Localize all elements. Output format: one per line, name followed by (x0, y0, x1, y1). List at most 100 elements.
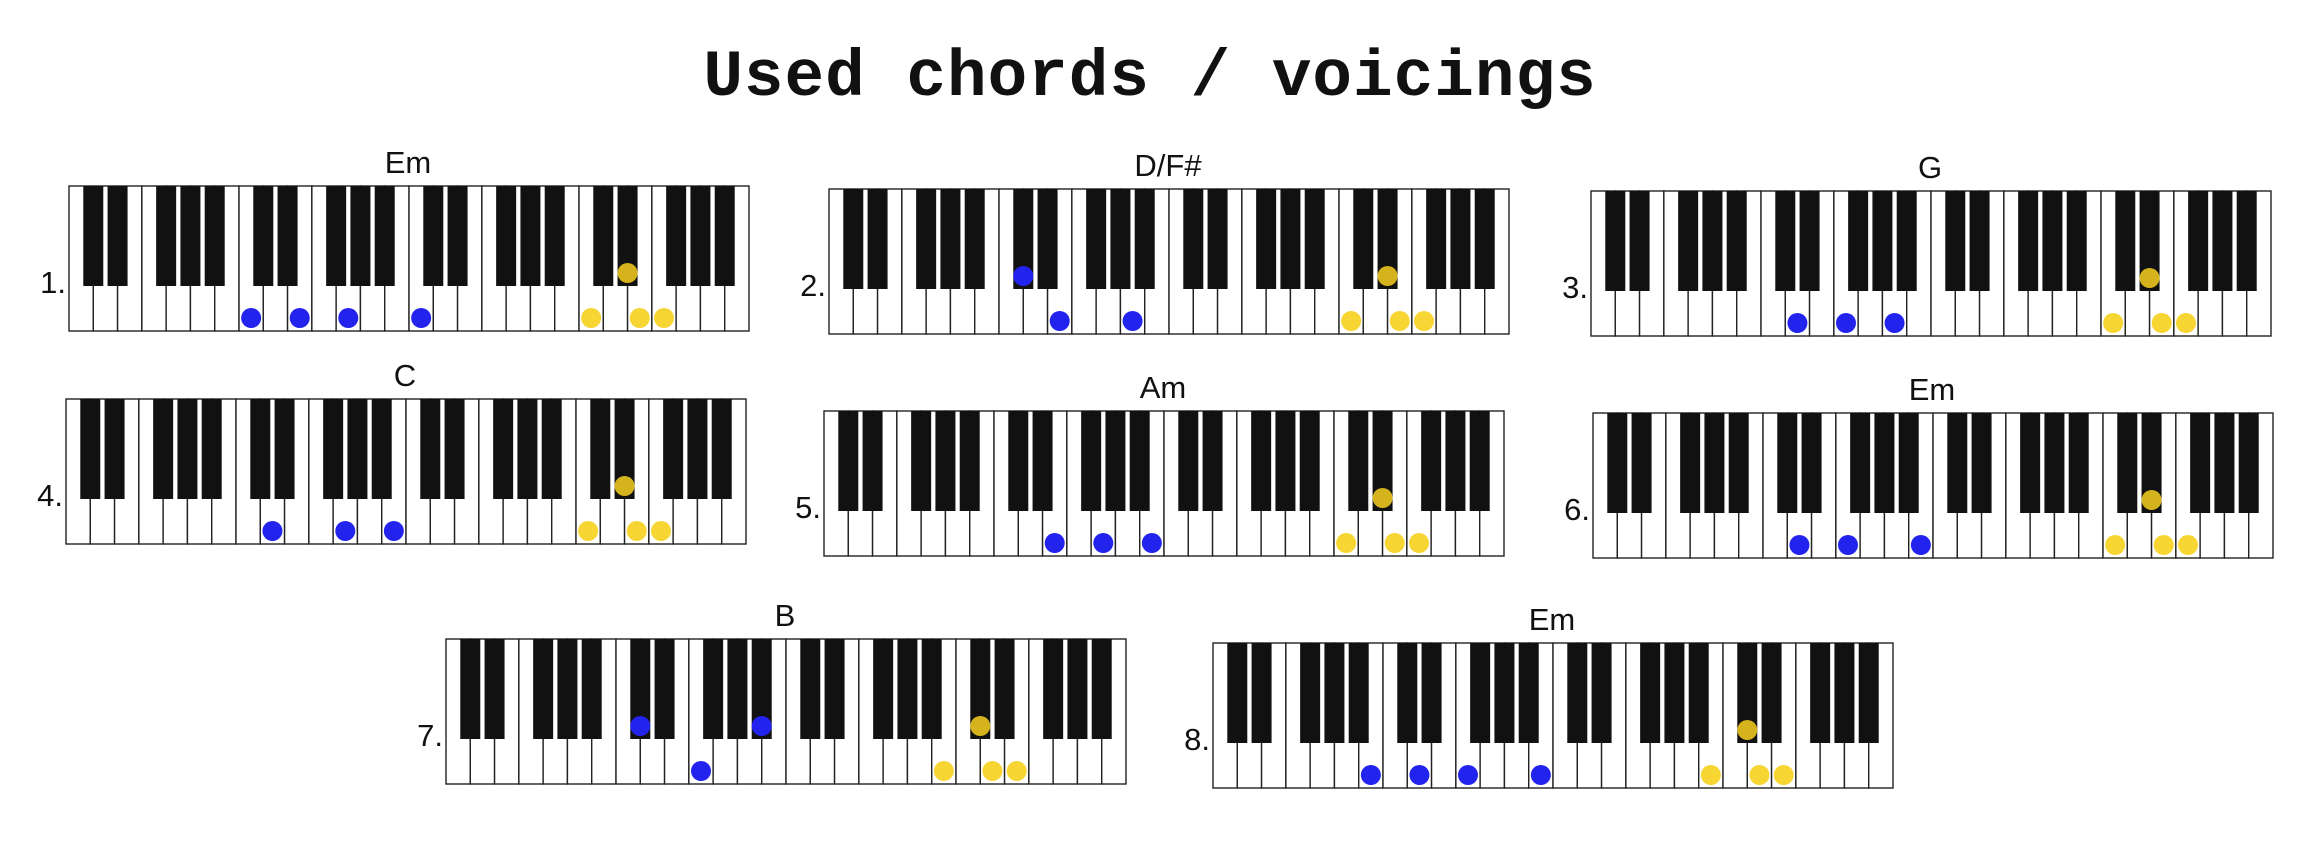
chord-diagram: D/F# 2. (800, 148, 1510, 348)
black-key (1726, 191, 1747, 291)
black-key (1445, 411, 1466, 511)
black-key (350, 186, 371, 286)
black-key (323, 399, 344, 499)
black-key (921, 639, 942, 739)
piano-keyboard (828, 188, 1510, 335)
black-key (1704, 413, 1725, 513)
black-key (1178, 411, 1199, 511)
black-key (1850, 413, 1871, 513)
black-key (727, 639, 748, 739)
black-key (970, 639, 991, 739)
left-hand-note-dot (383, 521, 404, 541)
black-key (1426, 189, 1447, 289)
right-hand-note-dot (1384, 533, 1405, 553)
black-key (1091, 639, 1112, 739)
black-key (1567, 643, 1588, 743)
chord-diagram: C 4. (37, 358, 747, 558)
black-key (1777, 413, 1798, 513)
chord-name: C (393, 358, 417, 393)
right-hand-black-note-dot (2141, 490, 2162, 510)
black-key (1324, 643, 1345, 743)
black-key (517, 399, 538, 499)
black-key (714, 186, 735, 286)
black-key (1664, 643, 1685, 743)
left-hand-note-dot (1093, 533, 1114, 553)
black-key (690, 186, 711, 286)
right-hand-note-dot (1700, 765, 1721, 785)
right-hand-black-note-dot (614, 476, 635, 496)
left-hand-note-dot (1141, 533, 1162, 553)
black-key (1898, 413, 1919, 513)
chord-name: Em (384, 145, 432, 180)
right-hand-note-dot (629, 308, 650, 328)
left-hand-note-dot (411, 308, 432, 328)
black-key (1421, 643, 1442, 743)
black-key (843, 189, 864, 289)
right-hand-note-dot (982, 761, 1003, 781)
black-key (1202, 411, 1223, 511)
left-hand-note-dot (262, 521, 283, 541)
black-key (711, 399, 732, 499)
chord-diagram: Em 8. (1184, 602, 1894, 802)
black-key (80, 399, 101, 499)
black-key (1251, 643, 1272, 743)
black-key (347, 399, 368, 499)
black-key (911, 411, 932, 511)
black-key (1299, 411, 1320, 511)
right-hand-black-note-dot (617, 263, 638, 283)
black-key (1275, 411, 1296, 511)
right-hand-note-dot (581, 308, 602, 328)
black-key (2044, 413, 2065, 513)
black-key (2115, 191, 2136, 291)
black-key (1872, 191, 1893, 291)
right-hand-black-note-dot (1377, 266, 1398, 286)
black-key (107, 186, 128, 286)
black-key (1474, 189, 1495, 289)
black-key (253, 186, 274, 286)
black-key (496, 186, 517, 286)
black-key (1631, 413, 1652, 513)
black-key (1183, 189, 1204, 289)
right-hand-note-dot (1414, 311, 1434, 331)
left-hand-note-dot (1884, 313, 1905, 333)
black-key (1013, 189, 1034, 289)
black-key (2042, 191, 2063, 291)
black-key (1605, 191, 1626, 291)
black-key (1348, 643, 1369, 743)
black-key (1761, 643, 1782, 743)
black-key (1043, 639, 1064, 739)
black-key (687, 399, 708, 499)
chord-name: B (774, 598, 796, 633)
black-key (156, 186, 177, 286)
black-key (1858, 643, 1879, 743)
black-key (274, 399, 295, 499)
black-key (250, 399, 271, 499)
black-key (1945, 191, 1966, 291)
black-key (1947, 413, 1968, 513)
piano-keyboard (1590, 190, 2272, 337)
black-key (1848, 191, 1869, 291)
black-key (557, 639, 578, 739)
left-hand-black-note-dot (751, 716, 772, 736)
right-hand-note-dot (1389, 311, 1410, 331)
black-key (1110, 189, 1131, 289)
black-key (2066, 191, 2087, 291)
black-key (201, 399, 222, 499)
black-key (1799, 191, 1820, 291)
black-key (1397, 643, 1418, 743)
black-key (1801, 413, 1822, 513)
chord-number: 7. (417, 718, 443, 753)
black-key (533, 639, 554, 739)
black-key (1896, 191, 1917, 291)
black-key (484, 639, 505, 739)
piano-keyboard (823, 410, 1505, 557)
right-hand-black-note-dot (1737, 720, 1758, 740)
right-hand-note-dot (1341, 311, 1362, 331)
black-key (1353, 189, 1374, 289)
piano-keyboard (1592, 412, 2274, 559)
right-hand-note-dot (1336, 533, 1357, 553)
black-key (1518, 643, 1539, 743)
right-hand-note-dot (654, 308, 674, 328)
black-key (1207, 189, 1228, 289)
left-hand-note-dot (1838, 535, 1858, 555)
